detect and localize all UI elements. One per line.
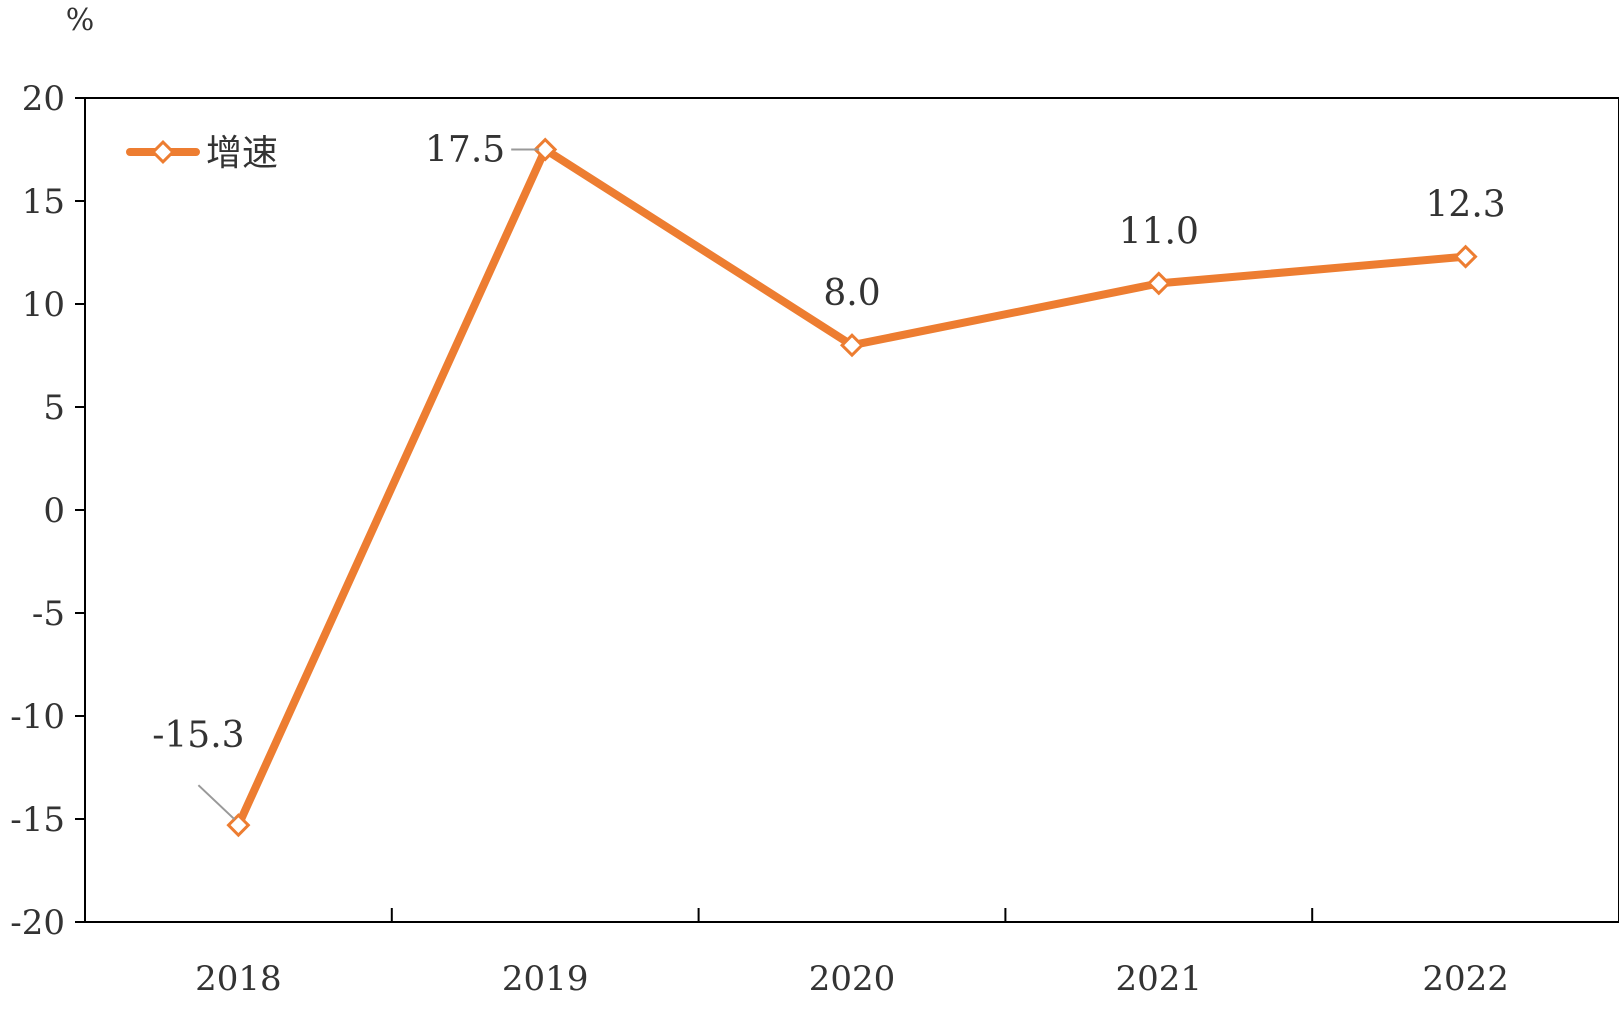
data-label: 8.0 (823, 273, 880, 314)
legend-label: 增速 (206, 133, 278, 174)
plot-area-frame (84, 97, 1619, 923)
data-point-marker (839, 333, 865, 358)
legend: 增速 (126, 133, 278, 174)
data-point-marker (1146, 271, 1171, 296)
data-labels-layer: -15.3 17.5 8.0 11.0 12.3 (152, 130, 1506, 820)
data-label: 11.0 (1119, 211, 1199, 252)
y-tick-label: 10 (22, 285, 65, 325)
legend-marker-icon (150, 139, 176, 165)
y-tick-label: -5 (32, 594, 65, 634)
data-label: 12.3 (1426, 185, 1506, 226)
y-axis-unit-label: % (66, 3, 95, 38)
x-tick-label: 2022 (1422, 959, 1509, 999)
y-tick-label: 5 (43, 388, 65, 428)
data-label: 17.5 (425, 130, 505, 171)
data-point-marker (226, 813, 251, 838)
y-tick-label: -10 (10, 697, 65, 737)
data-point-marker (533, 137, 558, 162)
x-tick-label: 2019 (502, 959, 589, 999)
data-label: -15.3 (152, 715, 244, 756)
series-layer (226, 137, 1478, 838)
y-axis: 20 15 10 5 0 -5 -10 -15 -20 (10, 79, 85, 943)
y-tick-label: 0 (43, 491, 65, 531)
x-tick-label: 2018 (195, 959, 282, 999)
data-point-marker (1453, 244, 1478, 269)
y-tick-label: -15 (10, 800, 65, 840)
data-label-leader-line (197, 784, 236, 820)
y-tick-label: 20 (22, 79, 65, 119)
x-tick-label: 2021 (1116, 959, 1203, 999)
y-tick-label: 15 (22, 182, 65, 222)
x-axis: 2018 2019 2020 2021 2022 (195, 908, 1509, 999)
series-line (234, 145, 1470, 830)
x-tick-label: 2020 (809, 959, 896, 999)
y-tick-label: -20 (10, 903, 65, 943)
